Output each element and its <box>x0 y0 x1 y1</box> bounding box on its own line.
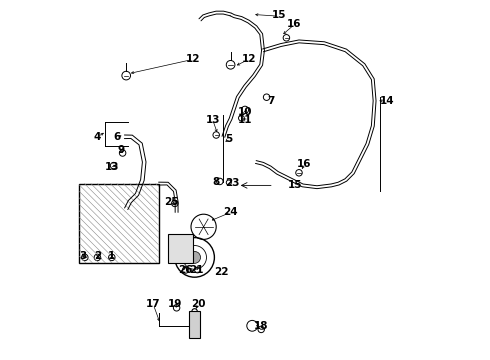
Bar <box>79 184 159 263</box>
Bar <box>168 234 193 263</box>
Bar <box>189 311 200 338</box>
Text: 14: 14 <box>380 96 394 106</box>
Text: 19: 19 <box>168 299 182 309</box>
Text: 6: 6 <box>114 132 121 142</box>
Text: 9: 9 <box>117 145 124 156</box>
Text: 24: 24 <box>223 207 238 217</box>
Text: 25: 25 <box>164 197 178 207</box>
Text: 2: 2 <box>94 251 101 261</box>
Text: 16: 16 <box>297 159 312 169</box>
Text: 15: 15 <box>272 10 287 20</box>
Circle shape <box>189 252 200 264</box>
Text: 5: 5 <box>225 134 232 144</box>
Text: 17: 17 <box>146 299 161 309</box>
Text: 13: 13 <box>104 162 119 172</box>
Text: 18: 18 <box>254 321 269 331</box>
Text: 13: 13 <box>205 114 220 125</box>
Text: 1: 1 <box>108 251 116 261</box>
Text: 7: 7 <box>267 96 274 106</box>
Text: 11: 11 <box>238 114 252 125</box>
Text: 4: 4 <box>94 132 101 142</box>
Text: 22: 22 <box>214 267 229 277</box>
Text: 21: 21 <box>189 265 204 275</box>
Text: 12: 12 <box>242 54 256 64</box>
Text: 26: 26 <box>178 265 193 275</box>
Text: 16: 16 <box>286 19 301 30</box>
Text: 23: 23 <box>225 177 240 188</box>
Text: 12: 12 <box>186 54 200 64</box>
Text: 8: 8 <box>213 177 220 187</box>
Text: 15: 15 <box>288 180 303 190</box>
Text: 10: 10 <box>238 107 252 117</box>
Text: 20: 20 <box>191 299 205 309</box>
Text: 3: 3 <box>79 251 87 261</box>
